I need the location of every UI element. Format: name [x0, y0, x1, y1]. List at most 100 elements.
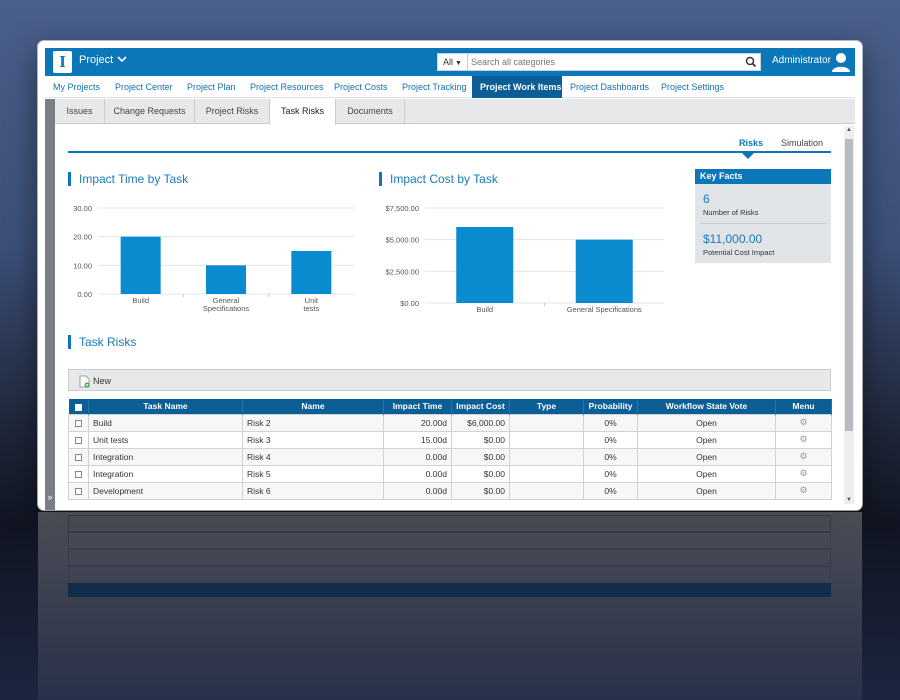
- gear-icon[interactable]: ⚙: [799, 451, 808, 461]
- side-rail[interactable]: »: [45, 99, 55, 510]
- cell-state[interactable]: Open: [637, 464, 776, 483]
- cell-time[interactable]: 15.00d: [383, 430, 452, 449]
- col-type[interactable]: Type: [509, 399, 584, 414]
- col-impact-cost[interactable]: Impact Cost: [451, 399, 510, 414]
- cell-task[interactable]: Build: [88, 413, 243, 432]
- scroll-thumb[interactable]: [845, 139, 853, 431]
- bar[interactable]: [575, 239, 633, 303]
- nav-my-projects[interactable]: My Projects: [53, 82, 101, 92]
- y-tick-label: 0.00: [77, 290, 92, 299]
- nav-project-settings[interactable]: Project Settings: [661, 82, 725, 92]
- table-row[interactable]: Integration Risk 5 0.00d $0.00 0% Open ⚙: [68, 464, 832, 483]
- cell-task[interactable]: Integration: [88, 464, 243, 483]
- col-workflow-state[interactable]: Workflow State Vote: [637, 399, 776, 414]
- tab-change-requests[interactable]: Change Requests: [105, 99, 195, 124]
- nav-project-resources[interactable]: Project Resources: [250, 82, 324, 92]
- cell-task[interactable]: Development: [88, 481, 243, 500]
- cell-probability[interactable]: 0%: [583, 413, 638, 432]
- table-row[interactable]: Unit tests Risk 3 15.00d $0.00 0% Open ⚙: [68, 430, 832, 449]
- app-logo[interactable]: I: [53, 51, 72, 73]
- nav-project-center[interactable]: Project Center: [115, 82, 173, 92]
- nav-project-tracking[interactable]: Project Tracking: [402, 82, 467, 92]
- cell-type[interactable]: [509, 464, 584, 483]
- cell-task[interactable]: Unit tests: [88, 430, 243, 449]
- table-row[interactable]: Development Risk 6 0.00d $0.00 0% Open ⚙: [68, 481, 832, 500]
- user-avatar-icon[interactable]: [831, 51, 851, 73]
- cell-name[interactable]: Risk 5: [242, 464, 384, 483]
- row-menu[interactable]: ⚙: [775, 464, 832, 483]
- gear-icon[interactable]: ⚙: [799, 417, 808, 427]
- cell-cost[interactable]: $0.00: [451, 464, 510, 483]
- col-task-name[interactable]: Task Name: [88, 399, 243, 414]
- gear-icon[interactable]: ⚙: [799, 468, 808, 478]
- cell-time[interactable]: 0.00d: [383, 481, 452, 500]
- select-all-checkbox[interactable]: [68, 399, 89, 414]
- cell-state[interactable]: Open: [637, 447, 776, 466]
- toggle-simulation[interactable]: Simulation: [781, 138, 824, 148]
- row-menu[interactable]: ⚙: [775, 430, 832, 449]
- cell-cost[interactable]: $6,000.00: [451, 413, 510, 432]
- tab-issues[interactable]: Issues: [55, 99, 105, 124]
- col-probability[interactable]: Probability: [583, 399, 638, 414]
- bar[interactable]: [456, 227, 514, 303]
- nav-project-dashboards[interactable]: Project Dashboards: [570, 82, 650, 92]
- cell-probability[interactable]: 0%: [583, 430, 638, 449]
- tab-project-risks[interactable]: Project Risks: [195, 99, 270, 124]
- search-input[interactable]: [471, 54, 741, 70]
- scroll-down-icon[interactable]: ▼: [846, 497, 852, 503]
- cell-type[interactable]: [509, 481, 584, 500]
- cell-task[interactable]: Integration: [88, 447, 243, 466]
- expand-icon[interactable]: »: [47, 492, 53, 502]
- row-menu[interactable]: ⚙: [775, 413, 832, 432]
- row-checkbox[interactable]: [68, 464, 89, 483]
- bar[interactable]: [120, 236, 161, 294]
- tab-task-risks[interactable]: Task Risks: [270, 99, 336, 125]
- bar[interactable]: [291, 251, 332, 294]
- table-row[interactable]: Integration Risk 4 0.00d $0.00 0% Open ⚙: [68, 447, 832, 466]
- toggle-risks[interactable]: Risks: [739, 138, 764, 148]
- cell-probability[interactable]: 0%: [583, 464, 638, 483]
- cell-type[interactable]: [509, 447, 584, 466]
- cell-name[interactable]: Risk 2: [242, 413, 384, 432]
- cell-time[interactable]: 0.00d: [383, 464, 452, 483]
- nav-project-plan[interactable]: Project Plan: [187, 82, 236, 92]
- cell-probability[interactable]: 0%: [583, 447, 638, 466]
- bar[interactable]: [206, 265, 246, 294]
- row-checkbox[interactable]: [68, 481, 89, 500]
- scroll-up-icon[interactable]: ▲: [846, 127, 852, 133]
- row-checkbox[interactable]: [68, 413, 89, 432]
- vertical-scrollbar[interactable]: ▲ ▼: [844, 126, 854, 504]
- nav-project-work-items[interactable]: Project Work Items: [472, 76, 562, 98]
- gear-icon[interactable]: ⚙: [799, 485, 808, 495]
- row-checkbox[interactable]: [68, 430, 89, 449]
- cell-cost[interactable]: $0.00: [451, 447, 510, 466]
- cell-probability[interactable]: 0%: [583, 481, 638, 500]
- tab-documents[interactable]: Documents: [336, 99, 405, 124]
- cell-name[interactable]: Risk 3: [242, 430, 384, 449]
- row-checkbox[interactable]: [68, 447, 89, 466]
- cell-name[interactable]: Risk 4: [242, 447, 384, 466]
- gear-icon[interactable]: ⚙: [799, 434, 808, 444]
- cell-state[interactable]: Open: [637, 413, 776, 432]
- search-icon[interactable]: [742, 54, 760, 70]
- cell-cost[interactable]: $0.00: [451, 430, 510, 449]
- user-name[interactable]: Administrator: [772, 55, 831, 66]
- cell-time[interactable]: 20.00d: [383, 413, 452, 432]
- row-menu[interactable]: ⚙: [775, 481, 832, 500]
- col-impact-time[interactable]: Impact Time: [383, 399, 452, 414]
- new-button[interactable]: New: [79, 374, 111, 388]
- app-title[interactable]: Project: [79, 54, 114, 66]
- table-row[interactable]: Build Risk 2 20.00d $6,000.00 0% Open ⚙: [68, 413, 832, 432]
- cell-cost[interactable]: $0.00: [451, 481, 510, 500]
- cell-state[interactable]: Open: [637, 430, 776, 449]
- cell-time[interactable]: 0.00d: [383, 447, 452, 466]
- cell-state[interactable]: Open: [637, 481, 776, 500]
- cell-type[interactable]: [509, 413, 584, 432]
- col-name[interactable]: Name: [242, 399, 384, 414]
- nav-project-costs[interactable]: Project Costs: [334, 82, 388, 92]
- cell-type[interactable]: [509, 430, 584, 449]
- chevron-down-icon[interactable]: [117, 54, 127, 67]
- row-menu[interactable]: ⚙: [775, 447, 832, 466]
- search-category-select[interactable]: All ▼: [438, 54, 468, 70]
- cell-name[interactable]: Risk 6: [242, 481, 384, 500]
